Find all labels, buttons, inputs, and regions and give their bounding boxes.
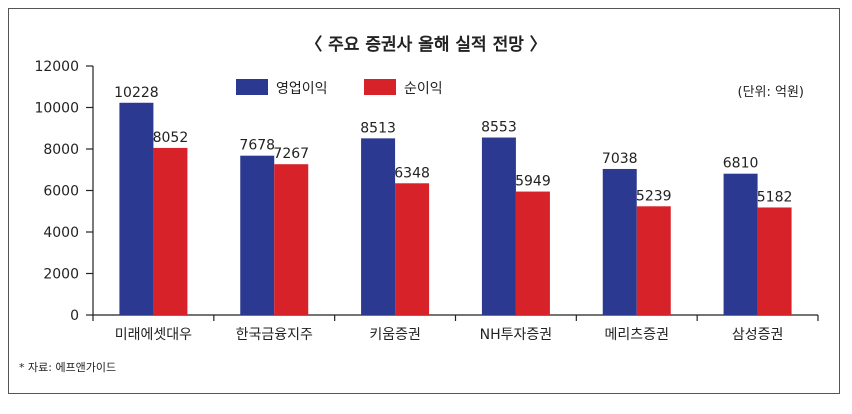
value-label: 7267 xyxy=(273,146,309,162)
bar-operating-profit xyxy=(361,138,396,315)
y-tick-label: 8000 xyxy=(43,142,79,158)
source-note: * 자료: 에프앤가이드 xyxy=(19,361,116,374)
y-axis-ticks: 0 2000 4000 6000 8000 10000 12000 xyxy=(34,59,93,324)
bar-net-profit xyxy=(395,183,430,315)
value-label: 8052 xyxy=(153,130,189,146)
bars xyxy=(119,102,792,315)
y-tick-label: 2000 xyxy=(43,267,79,283)
bar-net-profit xyxy=(274,164,309,315)
y-tick-label: 12000 xyxy=(34,59,79,75)
value-label: 10228 xyxy=(114,85,159,101)
bar-operating-profit xyxy=(602,168,637,315)
bar-net-profit xyxy=(757,207,792,315)
legend-swatch-net-profit xyxy=(364,79,396,95)
value-label: 8513 xyxy=(360,120,396,136)
category-label: 메리츠증권 xyxy=(605,327,669,343)
legend-label-net-profit: 순이익 xyxy=(404,81,443,97)
category-labels: 미래에셋대우 한국금융지주 키움증권 NH투자증권 메리츠증권 삼성증권 xyxy=(115,327,784,343)
bar-operating-profit xyxy=(723,173,758,315)
y-tick-label: 10000 xyxy=(34,101,79,117)
y-tick-label: 4000 xyxy=(43,225,79,241)
bar-net-profit xyxy=(153,147,188,315)
value-label: 6810 xyxy=(723,156,759,172)
category-label: 한국금융지주 xyxy=(236,327,313,343)
bar-operating-profit xyxy=(119,102,154,315)
bar-operating-profit xyxy=(481,137,516,315)
bar-net-profit xyxy=(636,206,671,315)
value-label: 5239 xyxy=(636,188,672,204)
legend: 영업이익 순이익 xyxy=(236,79,443,97)
category-label: NH투자증권 xyxy=(480,327,553,343)
value-label: 5182 xyxy=(757,189,793,205)
legend-label-operating-profit: 영업이익 xyxy=(276,81,328,97)
value-label: 5949 xyxy=(515,174,551,190)
bar-operating-profit xyxy=(240,155,275,315)
y-tick-label: 6000 xyxy=(43,184,79,200)
value-label: 7038 xyxy=(602,151,638,167)
category-label: 키움증권 xyxy=(369,327,421,343)
unit-note: (단위: 억원) xyxy=(738,85,805,100)
value-label: 8553 xyxy=(481,120,517,136)
category-label: 미래에셋대우 xyxy=(115,327,192,343)
value-label: 7678 xyxy=(239,138,275,154)
x-axis-ticks xyxy=(92,315,819,321)
bar-net-profit xyxy=(515,191,550,315)
value-label: 6348 xyxy=(394,165,430,181)
category-label: 삼성증권 xyxy=(732,327,784,343)
y-tick-label: 0 xyxy=(70,308,79,324)
chart-title: 〈 주요 증권사 올해 실적 전망 〉 xyxy=(305,34,547,55)
legend-swatch-operating-profit xyxy=(236,79,268,95)
